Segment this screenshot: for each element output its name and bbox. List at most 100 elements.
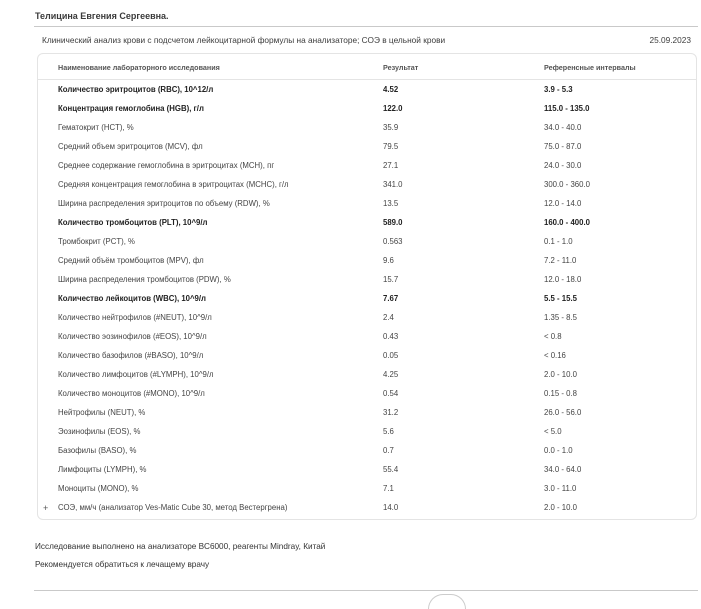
table-row: Средняя концентрация гемоглобина в эритр…	[38, 175, 696, 194]
table-row: Тромбокрит (PCT), % 0.563 0.1 - 1.0	[38, 232, 696, 251]
test-name: Средняя концентрация гемоглобина в эритр…	[58, 180, 289, 189]
table-row: Количество эритроцитов (RBC), 10^12/л 4.5…	[38, 80, 696, 99]
test-name: Концентрация гемоглобина (HGB), г/л	[58, 104, 204, 113]
test-reference: < 0.8	[544, 332, 562, 341]
table-row: Количество базофилов (#BASO), 10^9/л 0.05…	[38, 346, 696, 365]
test-reference: 3.9 - 5.3	[544, 85, 573, 94]
test-reference: < 5.0	[544, 427, 562, 436]
test-result: 14.0	[383, 503, 399, 512]
test-name: Количество лимфоцитов (#LYMPH), 10^9/л	[58, 370, 214, 379]
expand-plus-icon[interactable]: +	[43, 503, 49, 513]
test-reference: 12.0 - 18.0	[544, 275, 582, 284]
test-result: 589.0	[383, 218, 403, 227]
test-result: 5.6	[383, 427, 394, 436]
test-result: 13.5	[383, 199, 399, 208]
table-row: Количество эозинофилов (#EOS), 10^9/л 0.4…	[38, 327, 696, 346]
test-name: Эозинофилы (EOS), %	[58, 427, 141, 436]
test-name: Ширина распределения эритроцитов по объе…	[58, 199, 270, 208]
test-name: Количество нейтрофилов (#NEUT), 10^9/л	[58, 313, 212, 322]
stamp-arc	[428, 594, 466, 609]
test-reference: 75.0 - 87.0	[544, 142, 582, 151]
table-row: Среднее содержание гемоглобина в эритроц…	[38, 156, 696, 175]
test-reference: 7.2 - 11.0	[544, 256, 577, 265]
patient-name: Телицина Евгения Сергеевна.	[35, 11, 169, 21]
test-result: 31.2	[383, 408, 399, 417]
test-result: 341.0	[383, 180, 403, 189]
test-name: Количество тромбоцитов (PLT), 10^9/л	[58, 218, 208, 227]
test-name: Базофилы (BASO), %	[58, 446, 137, 455]
table-header: Наименование лабораторного исследования …	[38, 54, 696, 80]
test-result: 35.9	[383, 123, 399, 132]
test-name: СОЭ, мм/ч (анализатор Ves-Matic Cube 30,…	[58, 503, 288, 512]
test-name: Тромбокрит (PCT), %	[58, 237, 135, 246]
table-row: Количество нейтрофилов (#NEUT), 10^9/л 2.…	[38, 308, 696, 327]
test-name: Количество эозинофилов (#EOS), 10^9/л	[58, 332, 207, 341]
table-row: Базофилы (BASO), % 0.7 0.0 - 1.0	[38, 441, 696, 460]
test-name: Количество базофилов (#BASO), 10^9/л	[58, 351, 204, 360]
table-row: Ширина распределения эритроцитов по объе…	[38, 194, 696, 213]
analyzer-note: Исследование выполнено на анализаторе BC…	[35, 542, 326, 551]
test-result: 122.0	[383, 104, 403, 113]
test-name: Количество эритроцитов (RBC), 10^12/л	[58, 85, 214, 94]
table-row: Средний объем эритроцитов (MCV), фл 79.5 7…	[38, 137, 696, 156]
footer-divider	[34, 590, 698, 591]
table-row: Количество моноцитов (#MONO), 10^9/л 0.54…	[38, 384, 696, 403]
test-name: Среднее содержание гемоглобина в эритроц…	[58, 161, 275, 170]
test-result: 0.54	[383, 389, 399, 398]
test-result: 27.1	[383, 161, 399, 170]
header-name: Наименование лабораторного исследования	[58, 63, 220, 72]
header-divider	[34, 26, 698, 27]
test-result: 55.4	[383, 465, 399, 474]
test-name: Средний объём тромбоцитов (MPV), фл	[58, 256, 204, 265]
test-result: 7.67	[383, 294, 399, 303]
test-name: Нейтрофилы (NEUT), %	[58, 408, 146, 417]
test-name: Ширина распределения тромбоцитов (PDW), …	[58, 275, 231, 284]
test-reference: 300.0 - 360.0	[544, 180, 590, 189]
table-row: Моноциты (MONO), % 7.1 3.0 - 11.0	[38, 479, 696, 498]
table-row: Количество лейкоцитов (WBC), 10^9/л 7.67 5…	[38, 289, 696, 308]
test-result: 0.563	[383, 237, 403, 246]
test-result: 2.4	[383, 313, 394, 322]
table-row[interactable]: + СОЭ, мм/ч (анализатор Ves-Matic Cube 30…	[38, 498, 696, 517]
test-result: 79.5	[383, 142, 399, 151]
test-date: 25.09.2023	[649, 35, 691, 45]
test-reference: 0.15 - 0.8	[544, 389, 577, 398]
test-reference: 1.35 - 8.5	[544, 313, 577, 322]
test-result: 15.7	[383, 275, 399, 284]
test-reference: < 0.16	[544, 351, 566, 360]
table-row: Количество тромбоцитов (PLT), 10^9/л 589.…	[38, 213, 696, 232]
table-row: Нейтрофилы (NEUT), % 31.2 26.0 - 56.0	[38, 403, 696, 422]
test-result: 7.1	[383, 484, 394, 493]
table-row: Средний объём тромбоцитов (MPV), фл 9.6 7.…	[38, 251, 696, 270]
test-result: 0.7	[383, 446, 394, 455]
table-row: Концентрация гемоглобина (HGB), г/л 122.0…	[38, 99, 696, 118]
test-result: 4.25	[383, 370, 399, 379]
table-row: Гематокрит (HCT), % 35.9 34.0 - 40.0	[38, 118, 696, 137]
results-table: Наименование лабораторного исследования …	[37, 53, 697, 520]
test-result: 9.6	[383, 256, 394, 265]
test-name: Гематокрит (HCT), %	[58, 123, 134, 132]
test-reference: 2.0 - 10.0	[544, 503, 577, 512]
test-name: Количество моноцитов (#MONO), 10^9/л	[58, 389, 205, 398]
test-reference: 0.0 - 1.0	[544, 446, 573, 455]
test-reference: 34.0 - 64.0	[544, 465, 582, 474]
test-reference: 12.0 - 14.0	[544, 199, 582, 208]
test-result: 4.52	[383, 85, 399, 94]
table-row: Количество лимфоцитов (#LYMPH), 10^9/л 4.…	[38, 365, 696, 384]
test-name: Лимфоциты (LYMPH), %	[58, 465, 147, 474]
table-row: Лимфоциты (LYMPH), % 55.4 34.0 - 64.0	[38, 460, 696, 479]
test-result: 0.43	[383, 332, 399, 341]
test-reference: 3.0 - 11.0	[544, 484, 577, 493]
table-row: Эозинофилы (EOS), % 5.6 < 5.0	[38, 422, 696, 441]
test-title: Клинический анализ крови с подсчетом лей…	[42, 35, 446, 45]
test-reference: 115.0 - 135.0	[544, 104, 590, 113]
test-reference: 24.0 - 30.0	[544, 161, 582, 170]
test-name: Средний объем эритроцитов (MCV), фл	[58, 142, 203, 151]
test-reference: 34.0 - 40.0	[544, 123, 582, 132]
test-reference: 5.5 - 15.5	[544, 294, 577, 303]
test-reference: 26.0 - 56.0	[544, 408, 582, 417]
recommendation-note: Рекомендуется обратиться к лечащему врач…	[35, 560, 210, 569]
test-name: Моноциты (MONO), %	[58, 484, 139, 493]
header-result: Результат	[383, 63, 419, 72]
test-reference: 160.0 - 400.0	[544, 218, 590, 227]
